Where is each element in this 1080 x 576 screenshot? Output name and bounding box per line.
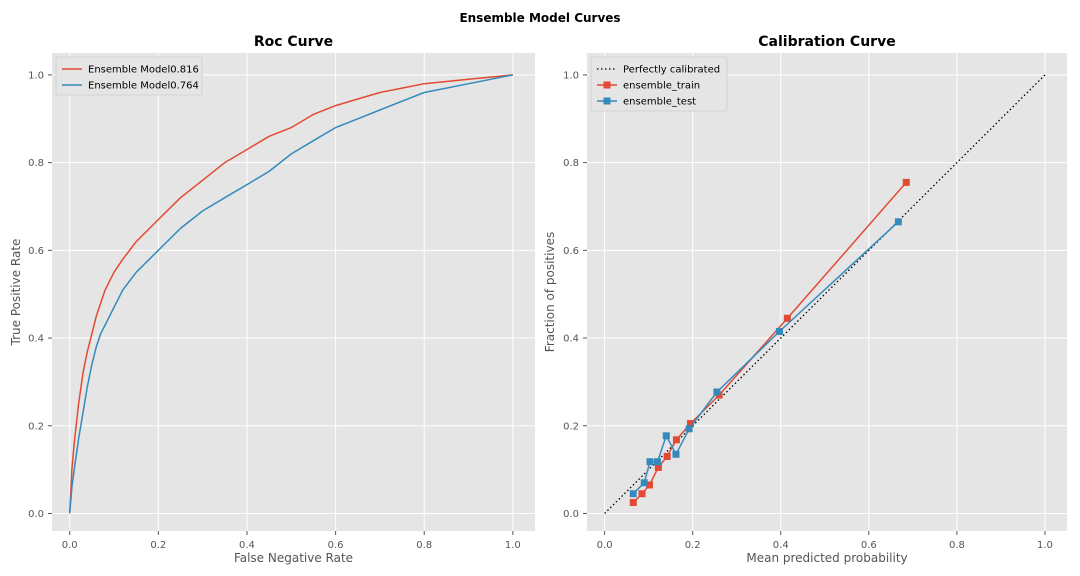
calibration-legend-marker	[603, 97, 611, 105]
calibration-point-ensemble-test	[629, 490, 637, 498]
roc-series	[68, 74, 513, 514]
calibration-point-ensemble-test	[685, 425, 693, 433]
roc-legend: Ensemble Model0.816 Ensemble Model0.764	[55, 56, 203, 96]
calibration-legend-marker	[603, 81, 611, 89]
calibration-point-ensemble-test	[646, 458, 654, 466]
calibration-y-label: Fraction of positives	[543, 232, 557, 352]
calibration-y-tick-label: 0.2	[563, 421, 579, 432]
roc-y-tick-label: 0.6	[28, 246, 44, 257]
roc-y-label: True Positive Rate	[9, 239, 23, 347]
calibration-title: Calibration Curve	[758, 34, 895, 50]
roc-y-ticks: 0.0 0.2 0.4 0.6 0.8 1.0	[28, 70, 52, 520]
calibration-point-ensemble-test	[662, 432, 670, 440]
calibration-legend-label: ensemble_test	[623, 97, 696, 108]
calibration-x-label: Mean predicted probability	[746, 551, 907, 565]
roc-x-tick-label: 1.0	[505, 540, 521, 551]
calibration-y-tick-label: 1.0	[563, 70, 579, 81]
calibration-legend-box	[590, 56, 728, 112]
calibration-point-ensemble-test	[713, 388, 721, 396]
roc-series-line-ensemble-model0-816	[68, 74, 513, 514]
figure-suptitle: Ensemble Model Curves	[459, 11, 620, 25]
calibration-point-ensemble-test	[653, 458, 661, 466]
roc-legend-label: Ensemble Model0.764	[88, 81, 199, 92]
calibration-point-ensemble-train	[672, 436, 680, 444]
roc-x-tick-label: 0.8	[416, 540, 432, 551]
roc-y-tick-label: 1.0	[28, 70, 44, 81]
calibration-point-ensemble-train	[783, 314, 791, 322]
calibration-x-ticks: 0.0 0.2 0.4 0.6 0.8 1.0	[597, 531, 1053, 551]
calibration-y-tick-label: 0.8	[563, 158, 579, 169]
roc-plot-area	[52, 53, 535, 531]
calibration-point-ensemble-train	[902, 178, 910, 186]
calibration-point-ensemble-train	[686, 420, 694, 428]
calibration-series	[604, 74, 1046, 514]
roc-y-tick-label: 0.4	[28, 334, 44, 345]
calibration-series-line-ensemble-test	[632, 221, 899, 495]
calibration-x-tick-label: 0.6	[861, 540, 877, 551]
calibration-y-ticks: 0.0 0.2 0.4 0.6 0.8 1.0	[563, 70, 587, 520]
calibration-y-tick-label: 0.0	[563, 509, 579, 520]
roc-series-line-ensemble-model0-764	[68, 74, 513, 514]
calibration-point-ensemble-test	[672, 450, 680, 458]
calibration-point-ensemble-test	[775, 327, 783, 335]
calibration-point-ensemble-train	[654, 463, 662, 471]
calibration-point-ensemble-test	[640, 479, 648, 487]
roc-chart: 0.0 0.2 0.4 0.6 0.8 1.0 0.0 0.2 0.4 0.6 0.8 1.0 Ro…	[9, 34, 535, 565]
calibration-y-tick-label: 0.6	[563, 246, 579, 257]
roc-x-ticks: 0.0 0.2 0.4 0.6 0.8 1.0	[62, 531, 521, 551]
calibration-x-tick-label: 0.2	[685, 540, 701, 551]
roc-x-tick-label: 0.0	[62, 540, 78, 551]
roc-x-tick-label: 0.4	[239, 540, 255, 551]
calibration-legend-label: ensemble_train	[623, 81, 700, 92]
calibration-point-ensemble-train	[638, 490, 646, 498]
calibration-point-ensemble-test	[894, 218, 902, 226]
calibration-legend: Perfectly calibrated ensemble_trainensemb…	[590, 56, 728, 112]
calibration-point-ensemble-train	[629, 498, 637, 506]
calibration-y-tick-label: 0.4	[563, 334, 579, 345]
roc-y-tick-label: 0.2	[28, 421, 44, 432]
calibration-legend-label: Perfectly calibrated	[623, 65, 720, 76]
calibration-point-ensemble-train	[663, 452, 671, 460]
roc-legend-label: Ensemble Model0.816	[88, 65, 199, 76]
calibration-x-tick-label: 0.8	[949, 540, 965, 551]
roc-x-label: False Negative Rate	[234, 551, 353, 565]
calibration-x-tick-label: 0.4	[773, 540, 789, 551]
roc-title: Roc Curve	[254, 34, 333, 50]
roc-legend-box	[55, 56, 203, 96]
calibration-x-tick-label: 0.0	[597, 540, 613, 551]
roc-x-tick-label: 0.2	[150, 540, 166, 551]
calibration-x-tick-label: 1.0	[1037, 540, 1053, 551]
calibration-chart: 0.0 0.2 0.4 0.6 0.8 1.0 0.0 0.2 0.4 0.6 0.8 1.0 Ca…	[543, 34, 1067, 565]
roc-y-tick-label: 0.8	[28, 158, 44, 169]
roc-x-tick-label: 0.6	[328, 540, 344, 551]
roc-y-tick-label: 0.0	[28, 509, 44, 520]
calibration-point-ensemble-train	[646, 481, 654, 489]
